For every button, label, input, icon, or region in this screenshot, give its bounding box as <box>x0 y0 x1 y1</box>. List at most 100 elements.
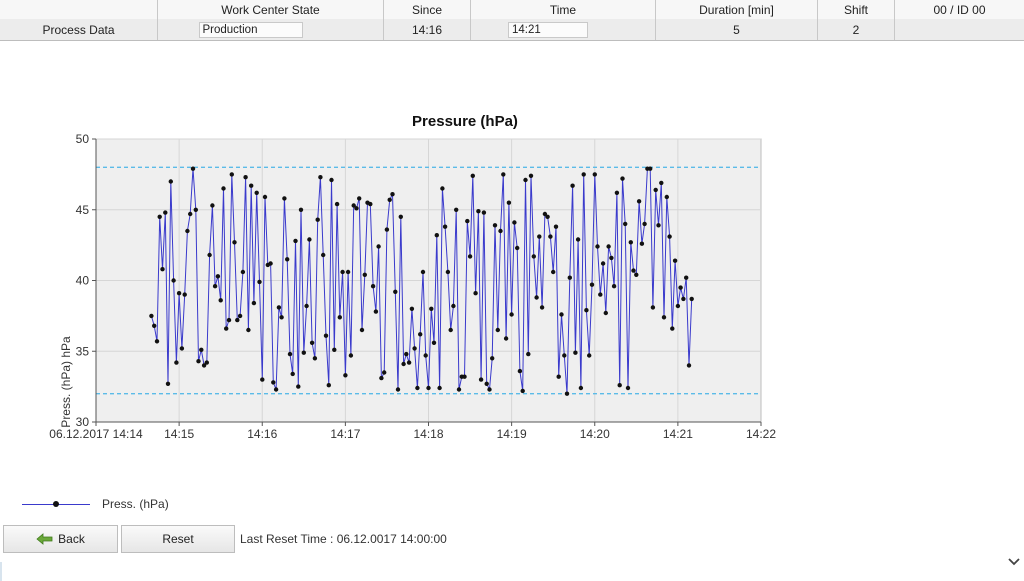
data-point <box>406 360 412 365</box>
row-label-process-data: Process Data <box>0 19 158 40</box>
data-point <box>478 377 484 382</box>
data-point <box>625 385 631 391</box>
data-point <box>548 234 553 239</box>
data-point <box>373 309 379 314</box>
data-point <box>271 380 276 385</box>
data-point <box>551 269 556 275</box>
data-point <box>340 269 345 275</box>
chart-title: Pressure (hPa) <box>412 113 518 130</box>
data-point <box>212 284 218 289</box>
back-button-label: Back <box>58 532 85 546</box>
x-tick-label: 14:22 <box>746 427 776 441</box>
x-tick-label: 14:17 <box>330 427 360 441</box>
data-point <box>567 275 572 280</box>
data-point <box>559 312 564 317</box>
data-point <box>467 254 473 259</box>
data-point <box>382 370 387 375</box>
data-point <box>343 373 348 378</box>
data-point <box>276 305 282 310</box>
data-point <box>465 218 470 224</box>
chevron-down-icon[interactable] <box>1007 555 1021 569</box>
data-point <box>251 300 257 306</box>
header-values-row: Process Data Production 14:16 14:21 5 2 <box>0 19 1024 41</box>
data-point <box>262 194 268 200</box>
data-point <box>603 310 608 316</box>
data-point <box>362 272 367 277</box>
data-point <box>445 269 451 275</box>
data-point <box>390 192 395 197</box>
time-field[interactable]: 14:21 <box>508 21 588 38</box>
data-point <box>254 190 259 195</box>
data-point <box>323 333 329 338</box>
data-point <box>420 269 426 275</box>
data-point <box>318 175 323 180</box>
data-point <box>357 196 362 201</box>
data-point <box>298 207 304 212</box>
data-point <box>664 194 669 200</box>
work-center-state-field[interactable]: Production <box>198 21 303 38</box>
x-tick-label: 06.12.2017 14:14 <box>49 427 143 441</box>
reset-button-label: Reset <box>162 532 194 546</box>
data-point <box>237 313 243 319</box>
data-point <box>268 261 273 266</box>
data-point <box>634 272 639 277</box>
shift-value: 2 <box>818 19 895 40</box>
data-point <box>437 385 442 391</box>
data-point <box>188 211 193 217</box>
data-point <box>359 327 365 333</box>
id-value <box>895 19 1024 40</box>
data-point <box>539 305 545 310</box>
reset-button[interactable]: Reset <box>121 525 235 553</box>
data-point <box>672 258 678 263</box>
data-point <box>503 336 509 341</box>
data-point <box>589 282 595 287</box>
data-point <box>309 340 315 345</box>
data-point <box>174 360 179 365</box>
data-point <box>285 257 290 262</box>
data-point <box>620 176 625 181</box>
x-tick-label: 14:16 <box>247 427 277 441</box>
data-point <box>670 326 675 331</box>
column-header-time: Time <box>471 0 656 19</box>
header-columns-row: Work Center State Since Time Duration [m… <box>0 0 1024 20</box>
data-point <box>279 315 284 320</box>
data-point <box>454 207 459 212</box>
data-point <box>190 166 196 171</box>
data-point <box>614 190 620 195</box>
data-point <box>684 275 689 280</box>
data-point <box>249 183 254 188</box>
column-header-since: Since <box>384 0 471 19</box>
data-point <box>581 172 586 177</box>
data-point <box>506 200 512 205</box>
data-point <box>312 356 318 361</box>
data-point <box>570 183 575 188</box>
back-button[interactable]: Back <box>3 525 118 553</box>
data-point <box>165 381 171 386</box>
data-point <box>201 363 207 368</box>
data-point <box>484 381 489 386</box>
data-point <box>384 227 390 232</box>
data-point <box>678 285 683 290</box>
data-point <box>650 305 656 310</box>
data-point <box>354 206 359 211</box>
x-tick-label: 14:18 <box>413 427 443 441</box>
data-point <box>370 284 376 289</box>
x-tick-label: 14:20 <box>580 427 610 441</box>
series-line <box>150 168 693 394</box>
data-point <box>215 274 221 279</box>
data-point <box>307 237 312 242</box>
data-point <box>575 237 581 242</box>
data-point <box>686 363 692 368</box>
data-point <box>598 292 603 297</box>
column-header-id: 00 / ID 00 <box>933 2 986 17</box>
data-point <box>440 186 445 191</box>
data-point <box>456 387 462 392</box>
data-point <box>573 350 578 355</box>
data-point <box>179 346 185 351</box>
column-header-work-center-state: Work Center State <box>158 0 384 19</box>
legend-marker <box>53 500 59 507</box>
data-point <box>221 186 226 191</box>
data-point <box>171 278 176 283</box>
data-point <box>623 221 628 227</box>
data-point <box>442 224 448 229</box>
